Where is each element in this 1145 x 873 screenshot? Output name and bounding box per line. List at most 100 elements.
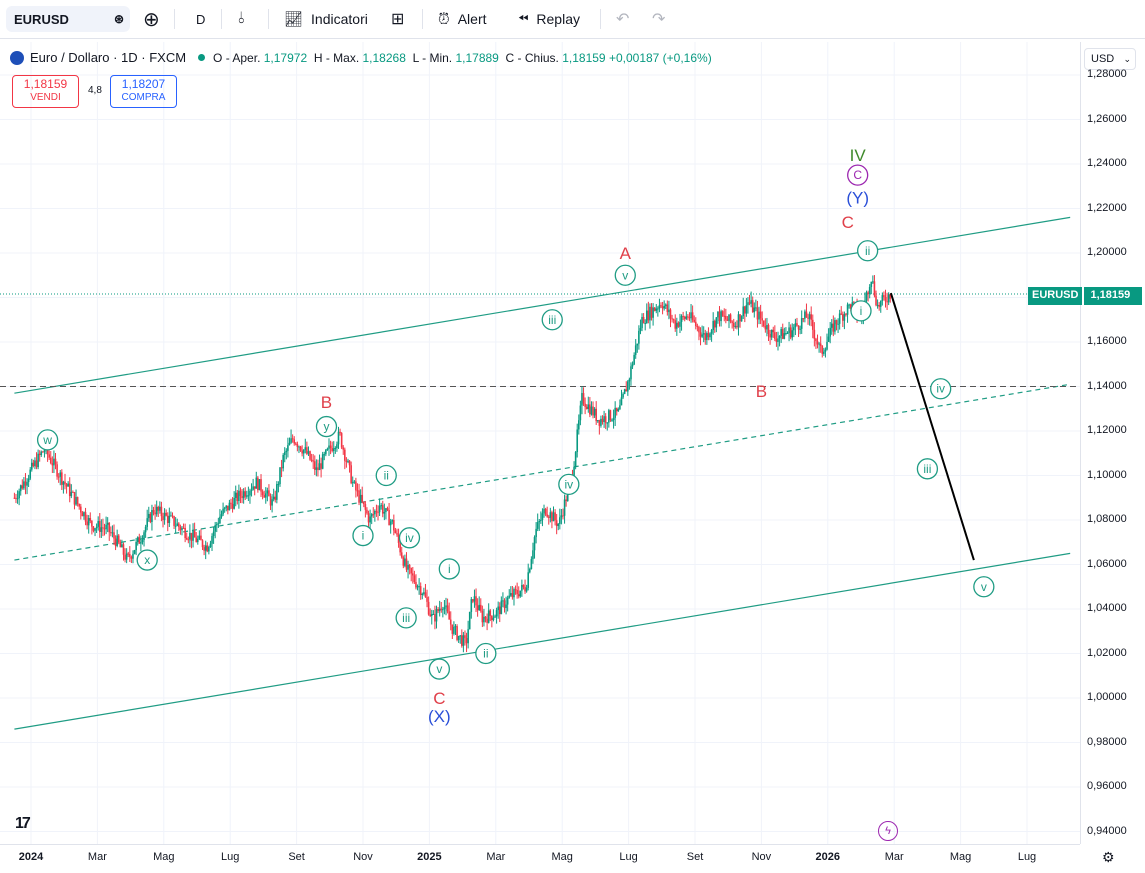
candle-body <box>870 281 873 288</box>
top-toolbar: EURUSD ⊛ ⊕ D ⫰ 📈︎ Indicatori ⊞ ⏰︎ Alert … <box>0 0 1145 39</box>
candle-body <box>27 478 30 483</box>
bar-style-icon[interactable]: ⫰ <box>238 10 245 27</box>
redo-icon[interactable]: ↷ <box>652 11 666 28</box>
wave-label: iii <box>402 611 410 625</box>
candle-body <box>119 542 122 548</box>
interval-button[interactable]: D <box>196 6 205 32</box>
candle-body <box>778 335 781 339</box>
close-label: C - Chius. <box>505 50 559 65</box>
candle-body <box>484 616 487 619</box>
gear-icon[interactable]: ⚙ <box>1102 849 1115 865</box>
candle-body <box>748 302 751 304</box>
candle-body <box>865 292 868 301</box>
candle-body <box>543 508 545 514</box>
candle-body <box>636 343 639 346</box>
replay-button[interactable]: ⏪︎ Replay <box>518 6 580 32</box>
candle-body <box>430 614 433 617</box>
symbol-search[interactable]: EURUSD ⊛ <box>6 6 130 32</box>
candle-body <box>374 510 376 515</box>
y-tick-label: 1,26000 <box>1087 112 1127 125</box>
high-label: H - Max. <box>313 50 360 65</box>
candle-body <box>887 294 890 303</box>
candle-body <box>391 520 394 522</box>
currency-selector[interactable]: USD ⌄ <box>1084 48 1136 70</box>
wave-label-circle <box>352 524 374 547</box>
y-tick-label: 1,08000 <box>1087 513 1127 525</box>
x-tick-label: Lug <box>221 851 240 863</box>
candle-body <box>377 512 379 514</box>
lightning-icon[interactable]: ϟ <box>878 821 898 841</box>
wave-label: iii <box>548 313 556 327</box>
candle-body <box>791 330 794 338</box>
candle-body <box>601 418 604 422</box>
candle-body <box>184 527 186 539</box>
candle-body <box>538 521 541 523</box>
candle-body <box>739 314 741 322</box>
candle-body <box>151 510 153 522</box>
candle-body <box>276 484 278 500</box>
add-symbol-icon[interactable]: ⊕ <box>143 8 160 31</box>
x-tick-label: Mar <box>87 851 107 863</box>
candle-body <box>498 606 501 615</box>
candle-body <box>342 447 345 450</box>
candle-body <box>699 332 702 337</box>
candle-body <box>551 512 553 522</box>
candle-body <box>83 512 85 517</box>
candle-body <box>315 467 318 470</box>
candle-body <box>106 522 109 525</box>
candle-body <box>883 295 885 298</box>
candle-body <box>247 495 250 497</box>
candle-body <box>408 564 411 569</box>
wave-label-circle <box>36 429 59 451</box>
candle-body <box>204 545 207 551</box>
sell-button[interactable]: 1,18159 VENDI <box>12 75 79 108</box>
y-tick-label: 1,16000 <box>1087 335 1127 347</box>
wave-label: iv <box>936 382 945 396</box>
candle-body <box>590 406 593 415</box>
candle-body <box>94 528 96 531</box>
candle-body <box>334 448 337 450</box>
time-axis[interactable] <box>0 844 1080 873</box>
candle-body <box>579 405 582 421</box>
candle-body <box>680 316 683 322</box>
candle-body <box>407 564 409 570</box>
candle-body <box>514 589 517 591</box>
alert-button[interactable]: ⏰︎ Alert <box>438 6 487 32</box>
candle-body <box>345 460 348 462</box>
candle-body <box>690 312 692 319</box>
wave-label: (X) <box>428 707 451 726</box>
candle-body <box>454 626 457 628</box>
chart-title: Euro / Dollaro · 1D · FXCM <box>30 50 187 65</box>
candle-body <box>293 439 296 444</box>
candle-body <box>562 515 564 517</box>
candle-body <box>611 420 613 422</box>
wave-label: ii <box>483 647 488 661</box>
candle-body <box>336 444 338 449</box>
candle-body <box>726 319 729 321</box>
candle-body <box>339 431 341 434</box>
candle-body <box>510 593 512 596</box>
symbol-change-icon[interactable]: ⊛ <box>113 12 124 26</box>
candle-body <box>65 484 68 487</box>
price-axis[interactable] <box>1080 42 1145 844</box>
candle-body <box>111 532 114 534</box>
candle-body <box>13 497 16 499</box>
candle-body <box>405 558 408 570</box>
layouts-grid-icon[interactable]: ⊞ <box>391 11 405 28</box>
candle-body <box>652 307 654 318</box>
candle-body <box>124 554 126 560</box>
buy-button[interactable]: 1,18207 COMPRA <box>110 75 177 108</box>
undo-icon[interactable]: ↶ <box>616 11 630 28</box>
y-tick-label: 1,14000 <box>1087 379 1127 392</box>
candle-body <box>89 518 92 521</box>
candle-body <box>348 460 351 466</box>
projection-line <box>889 292 975 561</box>
candle-body <box>26 482 28 486</box>
indicators-button[interactable]: 📈︎ Indicatori <box>284 6 368 32</box>
candle-body <box>848 304 850 306</box>
projection-arrow <box>889 292 975 561</box>
candle-body <box>238 490 240 501</box>
y-tick-label: 1,04000 <box>1087 602 1127 614</box>
candle-body <box>141 539 144 543</box>
